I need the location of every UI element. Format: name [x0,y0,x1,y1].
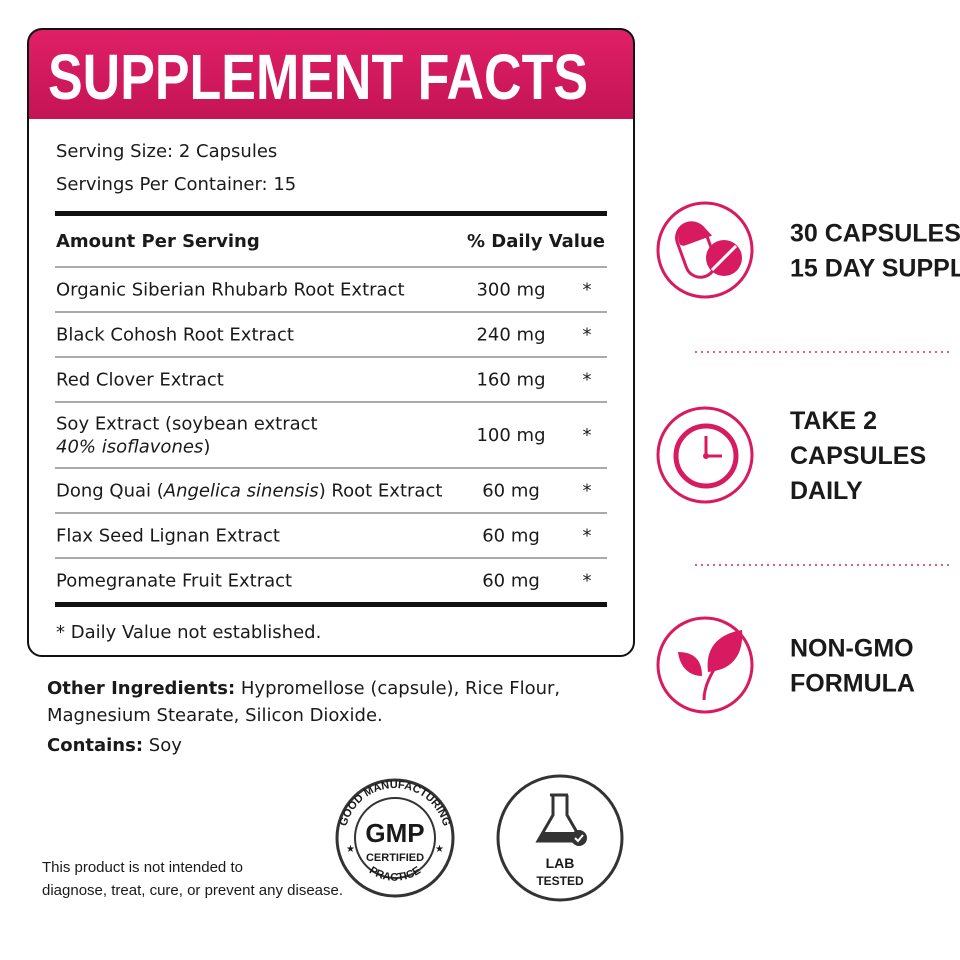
panel-header [28,29,634,119]
name-part: Dong Quai ( [56,481,164,502]
leaf-icon [656,616,754,714]
amount: 300 mg [476,280,545,301]
daily-value: * [583,526,592,547]
gmp-badge: GOOD MANUFACTURING PRACTICE GMP CERTIFIE… [335,778,455,898]
ingredient-name: Organic Siberian Rhubarb Root Extract [56,280,405,301]
name-part: Pomegranate Fruit Extract [56,571,292,592]
daily-value: * [583,571,592,592]
name-part: Organic Siberian Rhubarb Root Extract [56,280,405,301]
amount: 60 mg [482,526,540,547]
name-part: Red Clover Extract [56,370,224,391]
label: Other Ingredients: [47,678,235,699]
name-part: Angelica sinensis [163,481,319,502]
servings-per-container: Servings Per Container: 15 [56,174,296,195]
amount: 60 mg [482,481,540,502]
thick-rule [55,211,607,216]
label: Contains: [47,735,143,756]
dv-header: % Daily Value [467,231,605,252]
name-part: ) Root Extract [319,481,443,502]
ingredient-name: Red Clover Extract [56,370,224,391]
daily-value: * [583,425,592,446]
gmp-bottom: PRACTICE [367,864,423,883]
amount: 240 mg [476,325,545,346]
gmp-sub: CERTIFIED [366,852,424,864]
disclaimer: diagnose, treat, cure, or prevent any di… [42,882,343,899]
name-part: Black Cohosh Root Extract [56,325,294,346]
ingredient-name: 40% isoflavones) [56,437,210,458]
daily-value: * [583,370,592,391]
daily-value: * [583,325,592,346]
amount: 160 mg [476,370,545,391]
name-part: Flax Seed Lignan Extract [56,526,280,547]
features: 30 CAPSULES / 15 DAY SUPPLY TAKE 2 CAPSULES… [790,220,960,698]
ingredient-name: Black Cohosh Root Extract [56,325,294,346]
daily-value: * [583,481,592,502]
disclaimer: This product is not intended to [42,859,243,876]
contains: Contains: Soy [47,735,182,756]
clock-icon [656,406,754,504]
feature-text: FORMULA [790,670,915,698]
ingredient-name: Soy Extract (soybean extract [56,414,318,435]
feature-text: CAPSULES [790,442,926,470]
name-part: ) [203,437,210,458]
lab-main: LAB [546,855,575,871]
text: Hypromellose (capsule), Rice Flour, [241,678,560,699]
lab-sub: TESTED [536,874,584,888]
ingredient-name: Flax Seed Lignan Extract [56,526,280,547]
ingredient-name: Pomegranate Fruit Extract [56,571,292,592]
feature-text: DAILY [790,477,863,505]
amount-header: Amount Per Serving [56,231,260,252]
name-part: 40% isoflavones [56,437,203,458]
star: ★ [435,844,444,855]
serving-size: Serving Size: 2 Capsules [56,141,277,162]
other-ingredients-line: Magnesium Stearate, Silicon Dioxide. [47,705,383,726]
amount: 60 mg [482,571,540,592]
amount: 100 mg [476,425,545,446]
daily-value: * [583,280,592,301]
star: ★ [346,844,355,855]
gmp-main: GMP [365,818,424,848]
feature-text: 15 DAY SUPPLY [790,255,960,283]
fact-rows: Organic Siberian Rhubarb Root Extract 300… [55,266,607,592]
panel-title: SUPPLEMENT FACTS [48,41,588,113]
name-part: Soy Extract (soybean extract [56,414,318,435]
feature-text: TAKE 2 [790,407,877,435]
text: Soy [149,735,182,756]
feature-text: NON-GMO [790,635,914,663]
footnote: * Daily Value not established. [56,622,321,643]
ingredient-name: Dong Quai (Angelica sinensis) Root Extra… [56,481,442,502]
other-ingredients: Other Ingredients: Hypromellose (capsule… [47,678,560,699]
feature-text: 30 CAPSULES / [790,220,960,248]
thick-rule [55,602,607,607]
lab-badge: LAB TESTED [496,774,624,902]
capsule-icon [656,201,754,299]
panel-border [27,28,635,657]
